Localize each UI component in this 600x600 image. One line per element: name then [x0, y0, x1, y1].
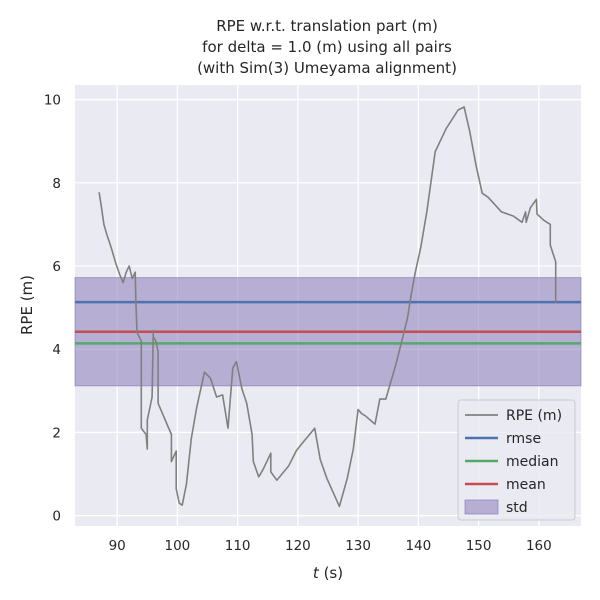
y-tick-label: 0 — [52, 509, 61, 525]
series-layer — [98, 106, 557, 508]
x-tick-label: 90 — [109, 538, 126, 554]
legend-swatch-std — [464, 499, 499, 515]
x-tick-label: 100 — [165, 538, 191, 554]
y-tick-label: 2 — [52, 425, 61, 441]
y-tick-label: 4 — [52, 342, 61, 358]
legend-label-mean: mean — [506, 477, 546, 493]
y-tick-label: 10 — [44, 93, 61, 109]
rpe-series-line — [98, 106, 557, 508]
title-line-1: RPE w.r.t. translation part (m) — [216, 17, 438, 35]
y-axis-label: RPE (m) — [18, 275, 36, 335]
chart-title: RPE w.r.t. translation part (m) for delt… — [197, 17, 457, 77]
x-axis-ticks: 90 100 110 120 130 140 150 160 — [109, 538, 552, 554]
x-axis-label: t (s) — [313, 564, 343, 582]
legend-label-std: std — [506, 500, 528, 516]
title-line-2: for delta = 1.0 (m) using all pairs — [202, 38, 452, 56]
legend: RPE (m) rmse median mean std — [457, 399, 576, 521]
x-tick-label: 150 — [466, 538, 492, 554]
statistic-lines — [75, 300, 581, 345]
legend-label-rmse: rmse — [506, 431, 541, 447]
legend-box — [457, 399, 576, 521]
y-axis-ticks: 0 2 4 6 8 10 — [44, 93, 61, 525]
x-tick-label: 160 — [526, 538, 552, 554]
x-tick-label: 130 — [345, 538, 371, 554]
title-line-3: (with Sim(3) Umeyama alignment) — [197, 59, 457, 77]
y-tick-label: 8 — [52, 176, 61, 192]
legend-label-rpe-m: RPE (m) — [506, 408, 562, 424]
legend-label-median: median — [506, 454, 558, 470]
y-tick-label: 6 — [52, 259, 61, 275]
x-axis-label-unit: (s) — [319, 564, 343, 582]
x-tick-label: 120 — [285, 538, 311, 554]
x-axis-label-symbol: t — [313, 564, 320, 582]
x-tick-label: 140 — [405, 538, 431, 554]
x-tick-label: 110 — [225, 538, 251, 554]
